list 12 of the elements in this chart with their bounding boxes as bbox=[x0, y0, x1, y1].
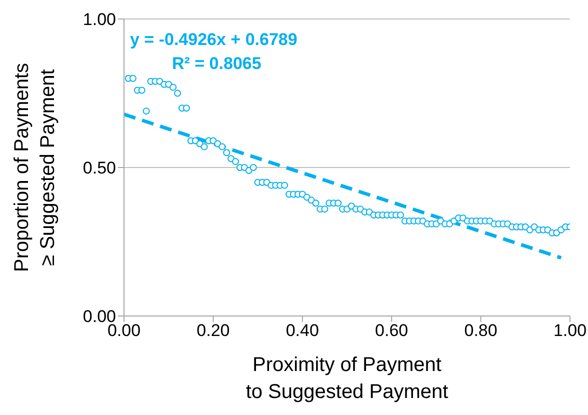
x-tick-label: 0.00 bbox=[107, 321, 141, 340]
annotation: R² = 0.8065 bbox=[172, 54, 262, 74]
y-tick-label: 0.50 bbox=[82, 158, 116, 178]
x-tick-label: 0.60 bbox=[375, 321, 408, 340]
y-axis-title: Proportion of Payments ≥ Suggested Payment bbox=[11, 63, 59, 272]
x-tick-label: 0.20 bbox=[196, 321, 230, 340]
y-tick-label: 1.00 bbox=[82, 10, 116, 30]
annotation: y = -0.4926x + 0.6789 bbox=[130, 30, 298, 50]
x-tick-label: 1.00 bbox=[553, 321, 587, 340]
x-axis-title: Proximity of Payment to Suggested Payment bbox=[246, 354, 449, 403]
x-tick-label: 0.80 bbox=[464, 321, 498, 340]
x-tick-label: 0.40 bbox=[286, 321, 319, 340]
